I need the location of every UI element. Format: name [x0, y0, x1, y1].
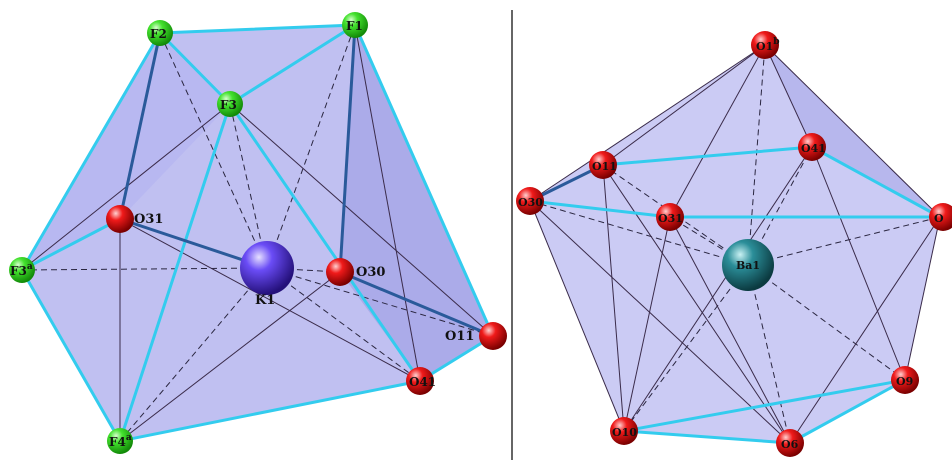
left-dark-edges — [118, 23, 495, 338]
atom-O30-right — [516, 187, 544, 215]
left-atoms: K1 F2 F1 F3 O31 F3a O30 O11 O41 F4a — [9, 12, 507, 454]
atom-label-O10: O10 — [612, 426, 637, 439]
atom-label-O-edge: O — [934, 212, 944, 225]
atom-label-O30-right: O30 — [518, 196, 543, 209]
atom-O31-right — [656, 203, 684, 231]
atom-F2 — [147, 20, 173, 46]
atom-O31 — [106, 205, 134, 233]
atom-F3 — [217, 91, 243, 117]
atom-label-O30: O30 — [356, 265, 385, 280]
atom-F3a — [9, 257, 35, 283]
left-cyan-edges — [20, 23, 495, 443]
atom-O6 — [776, 429, 804, 457]
right-cyan-edges — [528, 145, 942, 445]
left-polyhedron-face — [340, 25, 493, 381]
atom-O1b — [751, 31, 779, 59]
atom-label-F2: F2 — [150, 27, 167, 41]
right-atoms: Ba1 O1b O11 O41 O30 O31 O O9 O10 O6 — [516, 31, 952, 457]
atom-F1 — [342, 12, 368, 38]
atom-F4a — [107, 428, 133, 454]
center-label-K1: K1 — [255, 293, 275, 308]
atom-label-F3a: F3a — [10, 262, 33, 278]
atom-label-O31: O31 — [134, 212, 163, 227]
atom-label-O1b: O1b — [756, 37, 780, 53]
atom-O11-right — [589, 151, 617, 179]
atom-Ba1 — [722, 239, 774, 291]
atom-label-O6: O6 — [781, 438, 799, 451]
atom-O11 — [479, 322, 507, 350]
atom-O41-right — [798, 133, 826, 161]
atom-label-F1: F1 — [346, 19, 363, 33]
atom-label-O11-right: O11 — [592, 160, 617, 173]
atom-label-F3: F3 — [220, 98, 237, 112]
atom-label-O41-right: O41 — [801, 142, 826, 155]
atom-O30 — [326, 258, 354, 286]
atom-label-F4a: F4a — [109, 433, 132, 449]
atom-label-O9: O9 — [896, 375, 913, 388]
left-polyhedron — [20, 23, 495, 443]
center-label-Ba1: Ba1 — [736, 259, 760, 272]
atom-O41 — [406, 367, 434, 395]
atom-O-edge — [929, 203, 952, 231]
atom-label-O41: O41 — [409, 375, 436, 389]
atom-K1 — [240, 241, 294, 295]
atom-O10 — [610, 417, 638, 445]
atom-label-O31-right: O31 — [658, 212, 683, 225]
right-dashed-bonds — [529, 44, 941, 444]
left-polyhedron-face — [22, 33, 230, 270]
atom-O9 — [891, 366, 919, 394]
atom-label-O11: O11 — [445, 329, 474, 344]
